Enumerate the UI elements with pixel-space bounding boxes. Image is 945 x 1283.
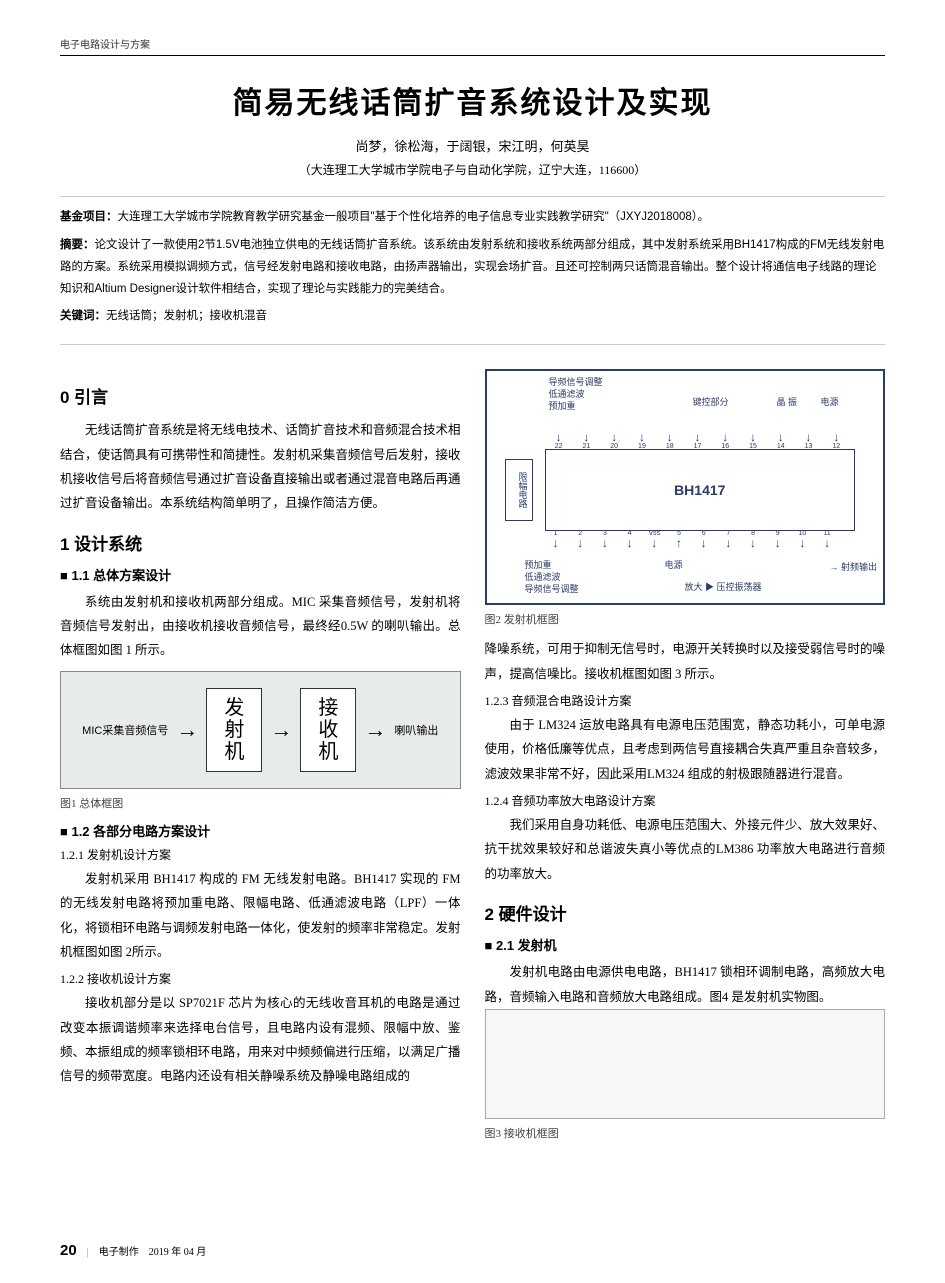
- arrow-icon: →: [364, 719, 386, 741]
- keywords-line: 关键词：无线话筒；发射机；接收机混音: [60, 306, 885, 328]
- fig2-pin-top: ↓15: [746, 431, 760, 450]
- para-2-1: 发射机电路由电源供电电路，BH1417 锁相环调制电路，高频放大电路，音频输入电…: [485, 960, 886, 1009]
- affiliation: （大连理工大学城市学院电子与自动化学院，辽宁大连，116600）: [60, 161, 885, 178]
- para-1-1-1: 系统由发射机和接收机两部分组成。MIC 采集音频信号，发射机将音频信号发射出，由…: [60, 590, 461, 663]
- fund-text: 大连理工大学城市学院教育教学研究基金一般项目"基于个性化培养的电子信息专业实践教…: [118, 211, 710, 223]
- fig2-toplabel-6: 电源: [821, 395, 839, 408]
- fig2-pin-bot: 2↓: [573, 530, 587, 549]
- fig2-toplabel-4: 键控部分: [693, 395, 729, 408]
- heading-1-2-2: 1.2.2 接收机设计方案: [60, 970, 461, 987]
- two-column-body: 0 引言 无线话筒扩音系统是将无线电技术、话筒扩音技术和音频混合技术相结合，使话…: [60, 369, 885, 1151]
- fig2-pin-top: ↓18: [663, 431, 677, 450]
- fig2-pin-top: ↓12: [829, 431, 843, 450]
- fig2-pin-top: ↓21: [579, 431, 593, 450]
- fig1-output-label: 喇叭输出: [394, 722, 438, 738]
- fig2-pin-bot: 11↓: [820, 530, 834, 549]
- heading-1-2-3: 1.2.3 音频混合电路设计方案: [485, 692, 886, 709]
- fig2-botlabel-3: 导频信号调整: [525, 582, 579, 595]
- authors: 尚梦，徐松海，于阔银，宋江明，何英昊: [60, 136, 885, 155]
- page-footer: 20 | 电子制作 2019 年 04 月: [60, 1242, 206, 1259]
- heading-2-1: 2.1 发射机: [485, 935, 886, 954]
- left-column: 0 引言 无线话筒扩音系统是将无线电技术、话筒扩音技术和音频混合技术相结合，使话…: [60, 369, 461, 1151]
- fig2-ic: BH1417 ↓22 ↓21 ↓20 ↓19 ↓18 ↓17 ↓16 ↓15 ↓…: [545, 449, 856, 531]
- para-1-2-2b: 降噪系统，可用于抑制无信号时，电源开关转换时以及接受弱信号时的噪声，提高信噪比。…: [485, 637, 886, 686]
- page-number: 20: [60, 1242, 77, 1259]
- fig2-pin-top: ↓16: [718, 431, 732, 450]
- fig2-pin-top: ↓17: [690, 431, 704, 450]
- fig1-box-rx: 接收机: [300, 688, 356, 772]
- arrow-icon: →: [270, 719, 292, 741]
- header-category: 电子电路设计与方案: [60, 36, 885, 56]
- para-1-2-3: 由于 LM324 运放电路具有电源电压范围宽，静态功耗小，可单电源使用，价格低廉…: [485, 713, 886, 786]
- heading-1-2-1: 1.2.1 发射机设计方案: [60, 846, 461, 863]
- fig2-pin-bot: 8↓: [746, 530, 760, 549]
- para-1-2-2a: 接收机部分是以 SP7021F 芯片为核心的无线收音耳机的电路是通过改变本振调谐…: [60, 991, 461, 1089]
- fund-line: 基金项目：大连理工大学城市学院教育教学研究基金一般项目"基于个性化培养的电子信息…: [60, 207, 885, 229]
- keywords-text: 无线话筒；发射机；接收机混音: [106, 310, 267, 322]
- fig2-caption: 图2 发射机框图: [485, 611, 886, 627]
- heading-1-2: 1.2 各部分电路方案设计: [60, 821, 461, 840]
- figure-1: MIC采集音频信号 → 发射机 → 接收机 → 喇叭输出: [60, 671, 461, 789]
- fig2-pin-top: ↓14: [774, 431, 788, 450]
- figure-2: 导频信号调整 低通滤波 预加重 键控部分 晶 振 电源 限幅电路 BH1417 …: [485, 369, 886, 605]
- fig2-toplabel-5: 晶 振: [777, 395, 798, 408]
- fig2-pin-bot: 3↓: [598, 530, 612, 549]
- fig2-leftbox: 限幅电路: [505, 459, 533, 521]
- fig2-botlabel-5: 放大 ▶ 压控振荡器: [685, 580, 762, 593]
- para-1-2-4: 我们采用自身功耗低、电源电压范围大、外接元件少、放大效果好、抗干扰效果较好和总谐…: [485, 813, 886, 886]
- fig2-pin-bot: Vss↓: [647, 530, 661, 549]
- footer-issue: 2019 年 04 月: [149, 1243, 207, 1258]
- abstract-text: 论文设计了一款使用2节1.5V电池独立供电的无线话筒扩音系统。该系统由发射系统和…: [60, 239, 884, 295]
- fig2-toplabel-3: 预加重: [549, 399, 576, 412]
- fig2-pin-bot: 6↓: [697, 530, 711, 549]
- heading-2: 2 硬件设计: [485, 900, 886, 925]
- fig2-pin-top: ↓19: [635, 431, 649, 450]
- fig2-pin-top: ↓20: [607, 431, 621, 450]
- keywords-label: 关键词：: [60, 310, 106, 322]
- fig2-botlabel-6: → 射频输出: [829, 560, 877, 573]
- fig1-input-label: MIC采集音频信号: [82, 722, 168, 738]
- para-0-1: 无线话筒扩音系统是将无线电技术、话筒扩音技术和音频混合技术相结合，使话筒具有可携…: [60, 418, 461, 516]
- abstract-label: 摘要：: [60, 239, 95, 251]
- article-title: 简易无线话筒扩音系统设计及实现: [60, 78, 885, 122]
- fig2-pin-top: ↓22: [552, 431, 566, 450]
- heading-1: 1 设计系统: [60, 530, 461, 555]
- fig1-caption: 图1 总体框图: [60, 795, 461, 811]
- heading-1-1: 1.1 总体方案设计: [60, 565, 461, 584]
- abstract-line: 摘要：论文设计了一款使用2节1.5V电池独立供电的无线话筒扩音系统。该系统由发射…: [60, 235, 885, 301]
- right-column: 导频信号调整 低通滤波 预加重 键控部分 晶 振 电源 限幅电路 BH1417 …: [485, 369, 886, 1151]
- fig2-pin-bot: 1↓: [549, 530, 563, 549]
- fig2-botlabel-4: 电源: [665, 558, 683, 571]
- arrow-icon: →: [176, 719, 198, 741]
- fig2-pin-top: ↓13: [802, 431, 816, 450]
- para-1-2-1: 发射机采用 BH1417 构成的 FM 无线发射电路。BH1417 实现的 FM…: [60, 867, 461, 965]
- heading-1-2-4: 1.2.4 音频功率放大电路设计方案: [485, 792, 886, 809]
- fig2-pin-bot: 9↓: [771, 530, 785, 549]
- fig2-pin-bot: 7↓: [721, 530, 735, 549]
- fund-label: 基金项目：: [60, 211, 118, 223]
- footer-sep: |: [87, 1247, 89, 1258]
- footer-journal: 电子制作: [99, 1243, 139, 1258]
- meta-block: 基金项目：大连理工大学城市学院教育教学研究基金一般项目"基于个性化培养的电子信息…: [60, 196, 885, 345]
- figure-3-placeholder: [485, 1009, 886, 1119]
- fig1-box-tx: 发射机: [206, 688, 262, 772]
- fig2-pin-bot: 5↑: [672, 530, 686, 549]
- fig2-pin-bot: 4↓: [623, 530, 637, 549]
- heading-0: 0 引言: [60, 383, 461, 408]
- fig3-caption: 图3 接收机框图: [485, 1125, 886, 1141]
- fig2-pin-bot: 10↓: [795, 530, 809, 549]
- fig2-ic-label: BH1417: [546, 482, 855, 498]
